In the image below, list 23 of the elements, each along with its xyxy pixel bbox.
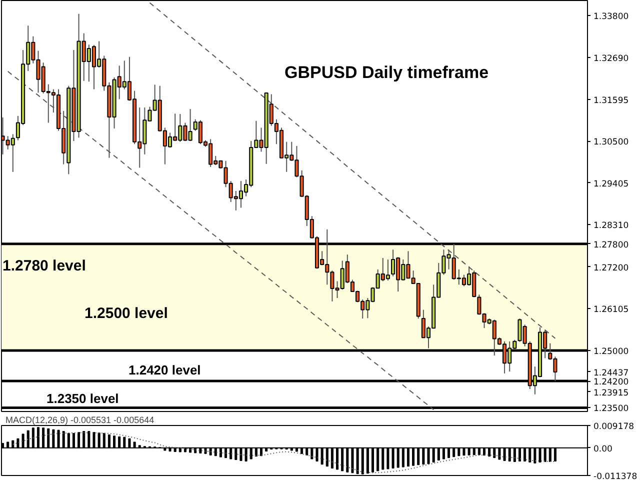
y-tick-label: 1.29405 (594, 179, 629, 190)
y-tick-label: 1.27800 (594, 240, 629, 250)
y-tick-label: 1.31595 (594, 96, 629, 106)
chart-title: MACD(12,26,9) -0.005531 -0.005644 (6, 415, 154, 425)
y-tick-label: -0.011378 (594, 472, 638, 480)
ref-line-label: 1.2420 level (128, 362, 201, 378)
ref-line-label: 1.2780 level (2, 257, 86, 274)
ref-line-label: 1.2350 level (46, 391, 119, 406)
y-tick-label: 0.009178 (594, 422, 634, 432)
ref-line-label: 1.2500 level (84, 305, 168, 322)
y-tick-label: 1.23915 (594, 388, 629, 398)
y-tick-label: 1.32690 (594, 54, 629, 64)
y-tick-label: 1.26105 (594, 304, 629, 315)
y-tick-label: 1.25000 (594, 347, 629, 358)
y-tick-label: 0.00 (594, 444, 612, 454)
y-tick-label: 1.30500 (594, 138, 629, 148)
y-tick-label: 1.27200 (594, 263, 629, 274)
y-tick-label: 1.33800 (594, 12, 629, 22)
y-tick-label: 1.24437 (594, 368, 629, 378)
y-tick-label: 1.23500 (594, 404, 629, 414)
y-tick-label: 1.28310 (594, 220, 629, 231)
text: GBPUSD Daily timeframe (284, 63, 489, 82)
y-tick-label: 1.24200 (594, 378, 629, 388)
